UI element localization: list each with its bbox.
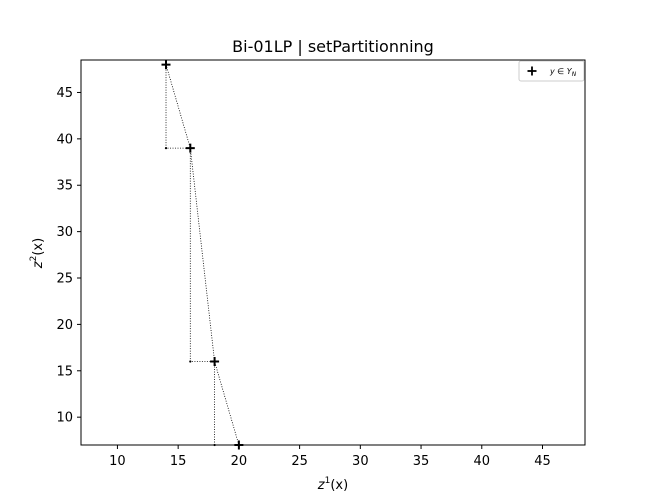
y-tick-label: 35 [56,179,73,194]
data-point-plus [161,60,171,70]
legend: y ∈ YN [518,60,585,82]
nadir-point [189,360,192,363]
y-tick-label: 15 [56,364,73,379]
nadir-point [164,147,168,150]
x-tick-label: 25 [291,454,308,469]
y-tick-label: 20 [56,318,73,333]
legend-box [518,60,585,82]
connector-line [165,64,240,446]
x-axis-ticks: 10 15 20 25 30 35 40 45 [109,445,551,469]
y-axis-ticks: 10 15 20 25 30 35 40 45 [56,86,81,426]
y-tick-label: 40 [56,132,73,147]
y-tick-label: 10 [56,411,73,426]
x-tick-label: 30 [352,454,369,469]
x-tick-label: 20 [231,454,248,469]
y-axis-label: z2(x) [29,238,46,269]
chart-title: Bi-01LP | setPartitionning [232,37,434,56]
x-tick-label: 10 [109,454,126,469]
x-tick-label: 45 [534,454,551,469]
y-tick-label: 25 [56,272,73,287]
data-point-plus [210,357,220,367]
y-tick-label: 45 [56,86,73,101]
legend-marker-plus [527,66,537,76]
x-axis-label: z1(x) [317,476,348,493]
data-point-plus [185,143,195,153]
axes-frame [80,59,586,446]
legend-label: y ∈ YN [549,67,577,78]
x-tick-label: 15 [170,454,187,469]
x-tick-label: 40 [473,454,490,469]
x-tick-label: 35 [413,454,430,469]
y-tick-label: 30 [56,225,73,240]
